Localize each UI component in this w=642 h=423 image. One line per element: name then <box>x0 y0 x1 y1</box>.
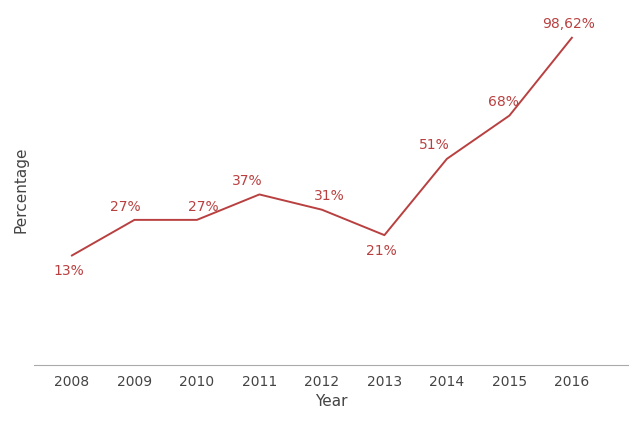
Text: 27%: 27% <box>110 200 141 214</box>
Text: 98,62%: 98,62% <box>542 17 595 31</box>
Text: 13%: 13% <box>53 264 84 278</box>
X-axis label: Year: Year <box>315 394 347 409</box>
Text: 27%: 27% <box>188 200 218 214</box>
Text: 31%: 31% <box>314 190 345 203</box>
Text: 68%: 68% <box>488 95 519 109</box>
Y-axis label: Percentage: Percentage <box>14 146 29 233</box>
Text: 21%: 21% <box>366 244 397 258</box>
Text: 51%: 51% <box>419 138 450 152</box>
Text: 37%: 37% <box>232 174 262 188</box>
